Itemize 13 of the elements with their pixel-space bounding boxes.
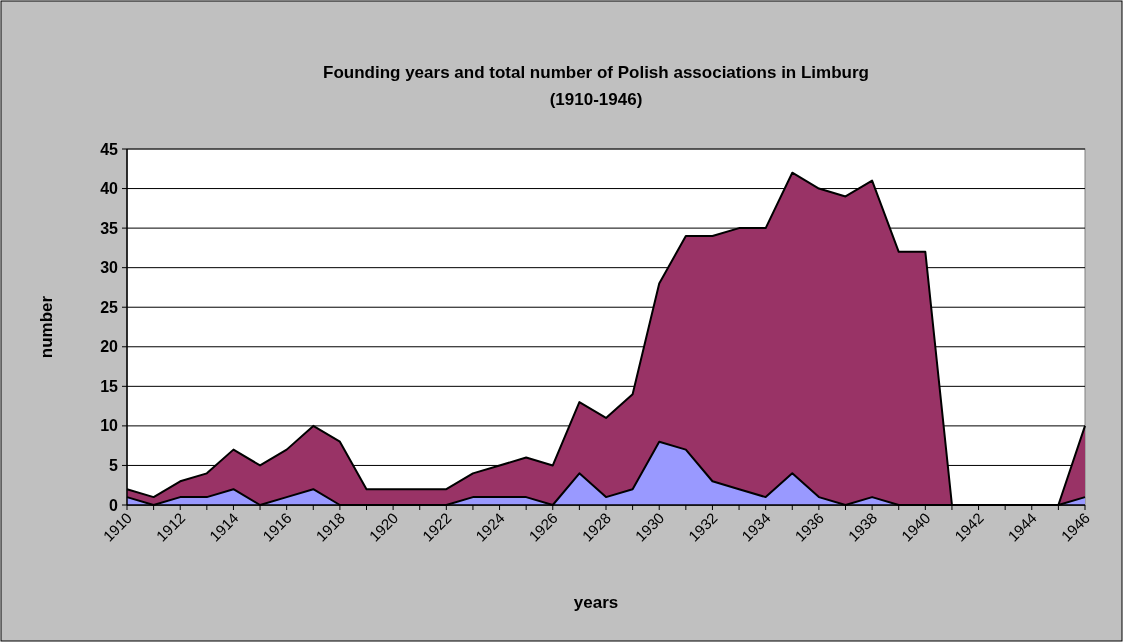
x-axis-title: years (573, 593, 619, 612)
y-tick-label: 45 (100, 140, 119, 158)
y-tick-label: 15 (100, 377, 119, 395)
y-tick-label: 25 (100, 298, 119, 316)
chart-title: Founding years and total number of Polish associations in Limburg (1910-1946) (323, 63, 869, 109)
y-tick-label: 40 (100, 180, 119, 198)
y-axis-title: number (37, 295, 56, 359)
y-tick-label: 20 (100, 338, 119, 356)
y-tick-label: 5 (109, 457, 119, 475)
y-tick-label: 0 (109, 496, 119, 514)
y-tick-label: 30 (100, 259, 119, 277)
y-tick-label: 35 (100, 219, 119, 237)
y-tick-label: 10 (100, 417, 119, 435)
